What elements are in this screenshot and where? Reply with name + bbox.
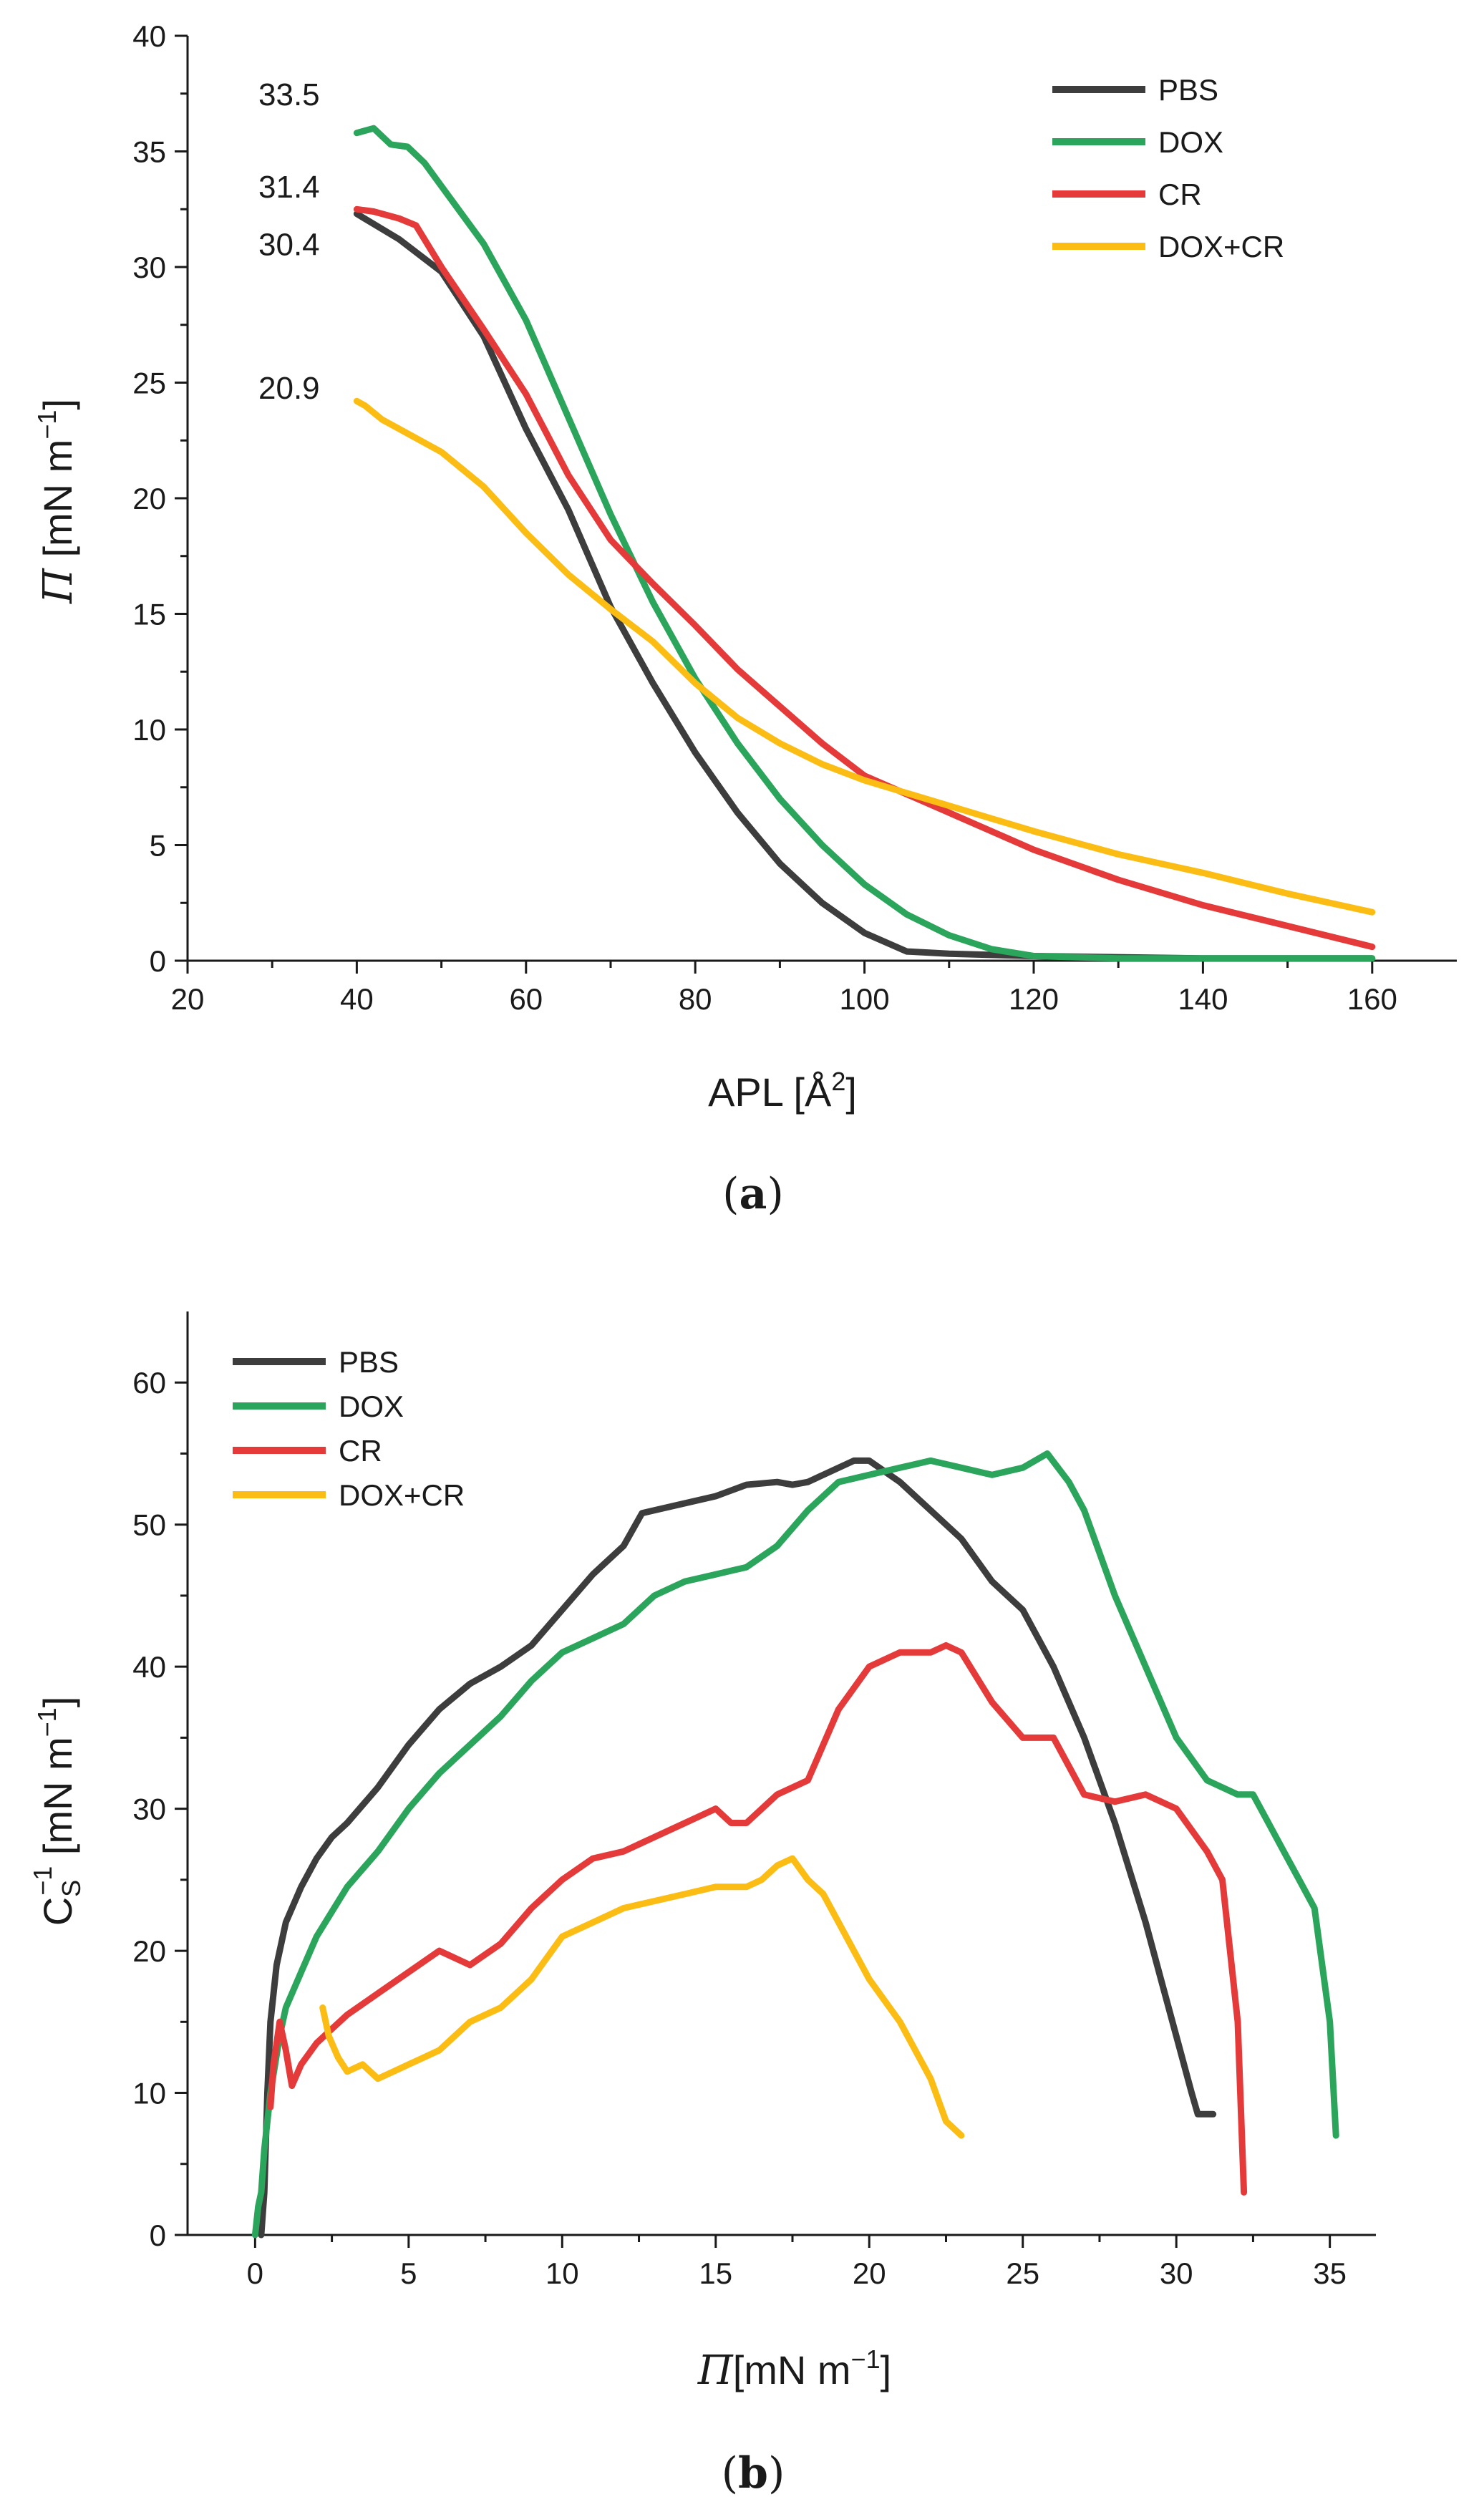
chart-a-legend: PBS DOX CR DOX+CR (1052, 73, 1284, 263)
x-tick-label: 20 (853, 2256, 886, 2290)
x-tick-label: 25 (1006, 2256, 1039, 2290)
x-tick-label: 15 (699, 2256, 732, 2290)
series-line-cr (353, 205, 1376, 951)
legend-label: DOX+CR (339, 1478, 465, 1512)
chart-b-legend: PBS DOX CR DOX+CR (233, 1345, 465, 1512)
x-tick-label: 80 (679, 982, 712, 1016)
chart-b-caption: (b) (722, 2448, 785, 2498)
series-line-dox-cr (319, 1855, 965, 2139)
chart-b: 0 5 10 15 20 25 30 35 0 10 20 30 40 50 60 PBS DOX CR DOX+… (28, 1311, 1376, 2498)
legend-label: DOX (339, 1390, 404, 1423)
y-tick-label: 30 (132, 1793, 166, 1826)
x-tick-label: 0 (247, 2256, 263, 2290)
annotation-label: 20.9 (258, 371, 320, 406)
x-tick-label: 160 (1347, 982, 1397, 1016)
y-tick-label: 0 (150, 2218, 166, 2252)
y-tick-label: 35 (132, 135, 166, 169)
y-tick-label: 60 (132, 1366, 166, 1400)
chart-a-y-axis-label: Π [mN m−1] (32, 399, 82, 604)
chart-b-y-axis-label: CS−1 [mN m−1] (28, 1697, 86, 1926)
y-tick-label: 30 (132, 251, 166, 284)
y-tick-label: 15 (132, 598, 166, 631)
chart-b-x-axis-label: Π[mN m−1] (697, 2344, 891, 2394)
y-tick-label: 40 (132, 1650, 166, 1684)
legend-label: CR (339, 1434, 382, 1468)
y-tick-label: 50 (132, 1508, 166, 1542)
legend-label: DOX+CR (1158, 230, 1284, 263)
series-line-dox-cr (353, 397, 1376, 916)
chart-a-ticks: 20 40 60 80 100 120 140 160 0 5 10 15 20 25 30 35 40 (132, 19, 1457, 1016)
series-line-pbs (353, 210, 1376, 962)
chart-a-series (353, 125, 1376, 962)
y-tick-label: 25 (132, 367, 166, 400)
series-line-dox (251, 1450, 1339, 2239)
legend-label: CR (1158, 178, 1202, 211)
x-tick-label: 60 (509, 982, 543, 1016)
chart-b-series (251, 1450, 1339, 2239)
series-line-dox (353, 125, 1376, 962)
legend-label: DOX (1158, 125, 1223, 159)
x-tick-label: 5 (400, 2256, 417, 2290)
annotation-label: 30.4 (258, 228, 320, 263)
chart-a-caption: (a) (722, 1169, 784, 1219)
x-tick-label: 30 (1160, 2256, 1193, 2290)
series-line-pbs (258, 1457, 1217, 2239)
y-tick-label: 20 (132, 1934, 166, 1968)
series-line-cr (267, 1641, 1248, 2196)
chart-a-annotations: 33.5 31.4 30.4 20.9 (258, 77, 320, 406)
legend-label: PBS (1158, 73, 1218, 107)
x-tick-label: 140 (1178, 982, 1228, 1016)
x-tick-label: 40 (340, 982, 374, 1016)
y-tick-label: 20 (132, 482, 166, 515)
y-tick-label: 0 (150, 944, 166, 978)
x-tick-label: 10 (545, 2256, 579, 2290)
x-tick-label: 100 (840, 982, 890, 1016)
x-tick-label: 20 (171, 982, 205, 1016)
annotation-label: 31.4 (258, 170, 320, 205)
chart-a-x-axis-label: APL [Å2] (708, 1067, 857, 1115)
y-tick-label: 5 (150, 829, 166, 863)
y-tick-label: 10 (132, 2077, 166, 2110)
y-tick-label: 10 (132, 713, 166, 747)
x-tick-label: 35 (1313, 2256, 1347, 2290)
legend-label: PBS (339, 1345, 399, 1379)
annotation-label: 33.5 (258, 77, 320, 112)
chart-a: 20 40 60 80 100 120 140 160 0 5 10 15 20 25 30 35 40 33.… (32, 19, 1457, 1219)
x-tick-label: 120 (1009, 982, 1059, 1016)
chart-b-ticks: 0 5 10 15 20 25 30 35 0 10 20 30 40 50 60 (132, 1311, 1376, 2290)
y-tick-label: 40 (132, 19, 166, 53)
